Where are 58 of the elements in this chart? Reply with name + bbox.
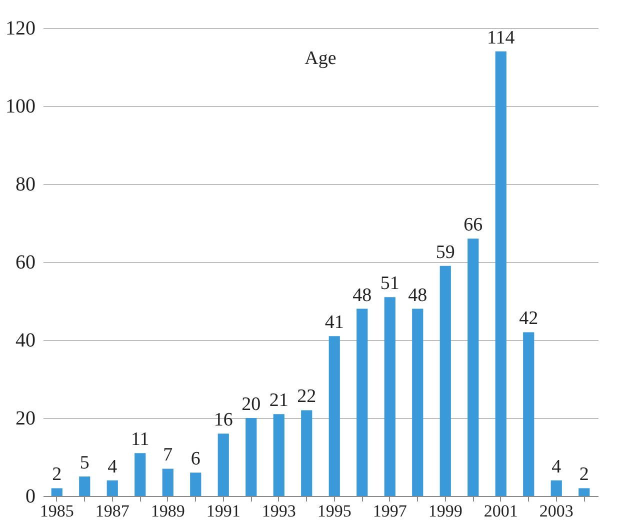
y-tick-label: 0	[26, 486, 36, 508]
data-label: 2	[52, 464, 62, 486]
data-label: 4	[552, 456, 562, 478]
data-label: 48	[352, 284, 372, 306]
bar	[301, 410, 312, 496]
data-label: 5	[80, 452, 90, 474]
data-label: 20	[242, 394, 261, 415]
x-tick-label: 1999	[428, 502, 462, 520]
data-label: 51	[380, 273, 400, 294]
x-tick-label: 1989	[150, 502, 185, 520]
data-label: 4	[108, 456, 118, 478]
bar	[440, 266, 451, 496]
x-tick-label: 1991	[206, 502, 240, 520]
bar	[523, 332, 534, 496]
data-label: 41	[324, 312, 344, 334]
data-label: 16	[214, 410, 233, 431]
x-tick-label: 1997	[372, 502, 408, 520]
bar	[578, 488, 590, 496]
data-label: 114	[486, 27, 516, 48]
y-tick-label: 20	[16, 408, 36, 430]
bar	[246, 418, 257, 496]
data-label: 6	[190, 448, 200, 470]
x-tick-label: 1993	[262, 502, 296, 520]
bar	[550, 480, 562, 496]
y-tick-label: 60	[16, 252, 36, 274]
data-label: 22	[297, 386, 316, 408]
x-tick-label: 2001	[484, 502, 518, 520]
bar	[412, 308, 424, 496]
x-tick-label: 2003	[539, 502, 574, 520]
text: Age	[304, 48, 336, 69]
bar	[218, 434, 229, 496]
y-tick-label: 40	[16, 330, 36, 352]
x-tick-label: 1985	[40, 502, 74, 520]
bar	[134, 453, 146, 496]
data-label: 21	[269, 390, 288, 412]
bar	[190, 472, 202, 496]
data-label: 42	[519, 308, 538, 330]
x-tick-label: 1995	[317, 502, 352, 520]
data-label: 59	[436, 242, 455, 263]
bar	[273, 414, 284, 496]
data-label: 48	[408, 284, 428, 306]
bar	[162, 468, 174, 496]
data-label: 66	[464, 214, 483, 236]
y-tick-label: 120	[6, 18, 36, 40]
bar	[468, 238, 479, 496]
bar	[51, 488, 62, 496]
y-tick-label: 100	[6, 96, 36, 118]
bar	[79, 476, 90, 496]
bar	[328, 336, 340, 496]
y-tick-label: 80	[16, 174, 36, 196]
bar	[495, 51, 506, 496]
data-label: 2	[579, 464, 589, 486]
bar	[106, 480, 118, 496]
data-label: 7	[163, 444, 173, 466]
bar	[356, 308, 368, 496]
bar	[384, 297, 396, 496]
data-label: 11	[130, 429, 150, 450]
x-tick-label: 1987	[95, 502, 130, 520]
